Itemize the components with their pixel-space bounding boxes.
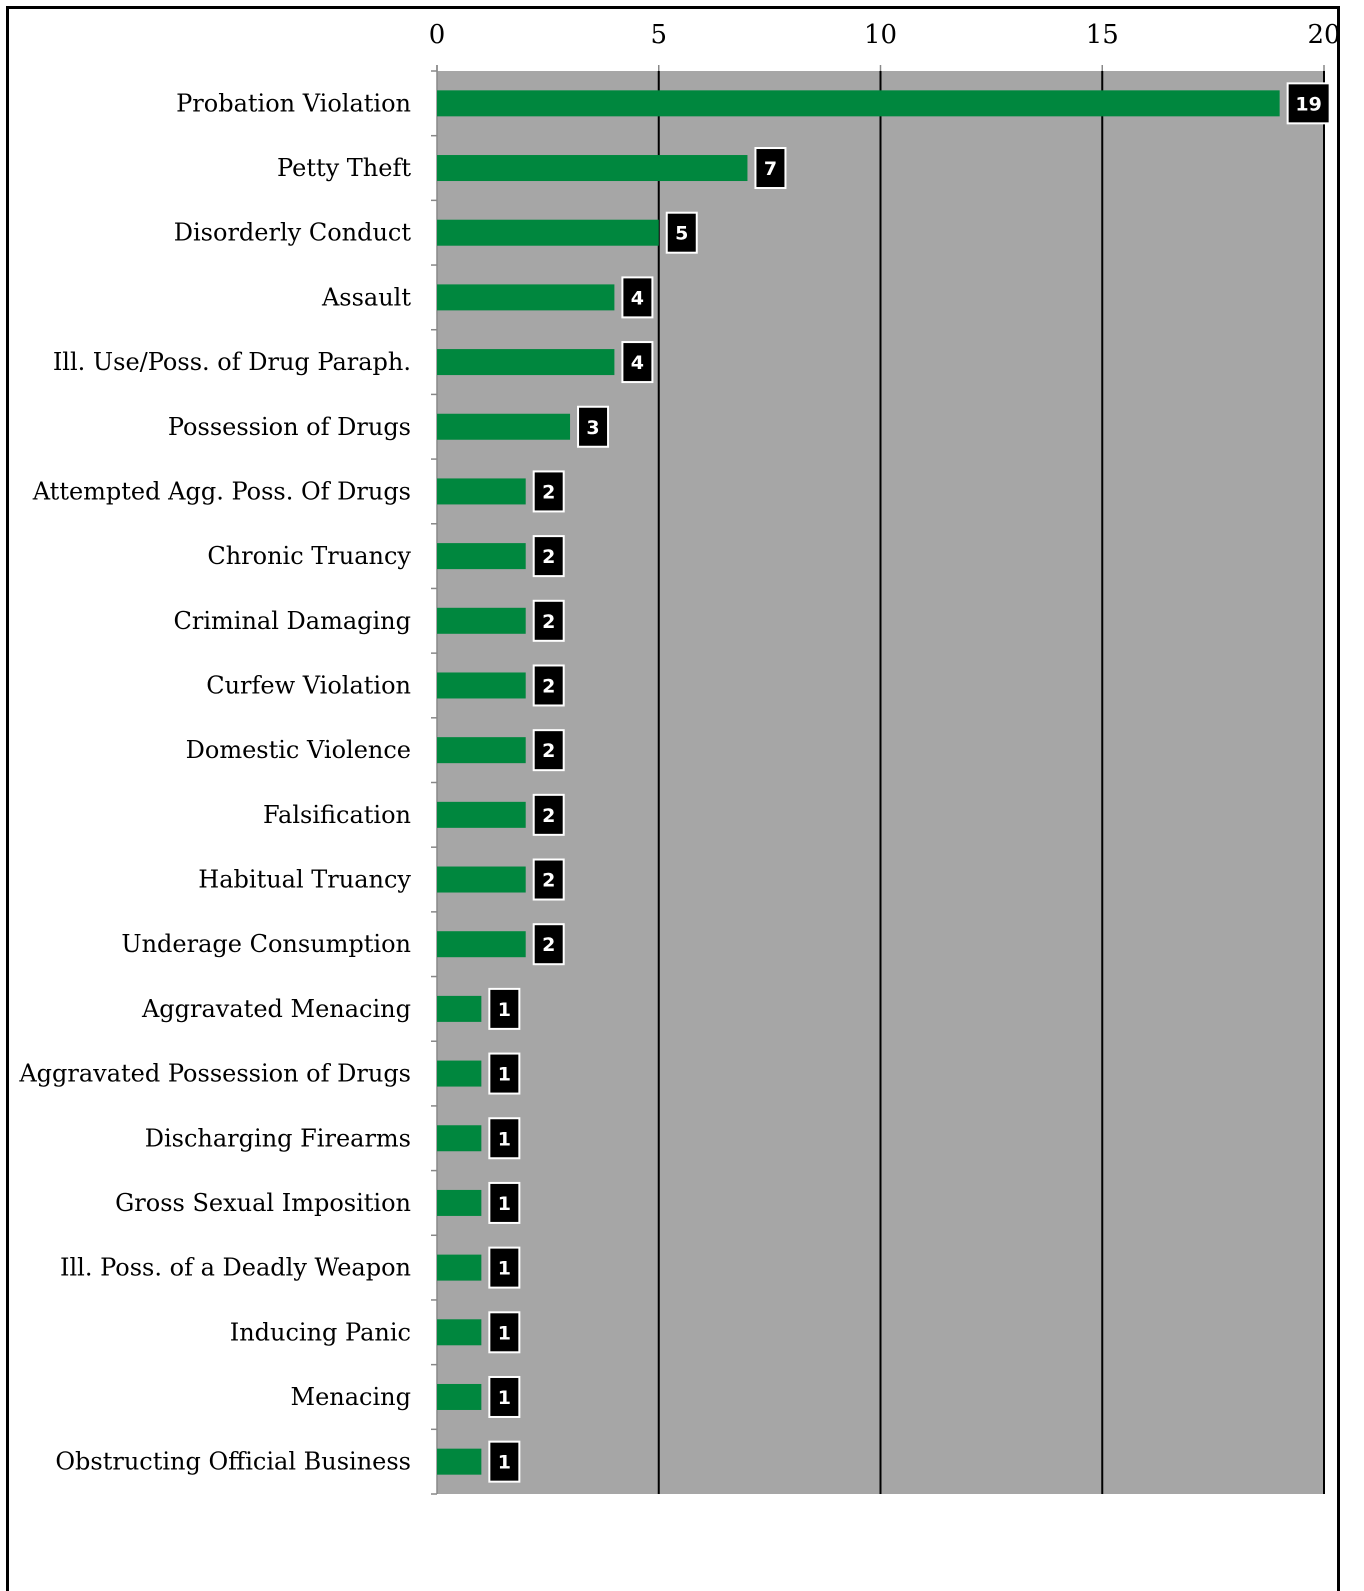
data-label: 2 (542, 870, 555, 892)
data-label: 1 (498, 1452, 511, 1474)
bar (437, 1125, 482, 1152)
data-label: 2 (542, 481, 555, 503)
bar (437, 801, 526, 828)
data-label-box (532, 923, 565, 966)
data-label-box (532, 729, 565, 772)
x-tick-label: 20 (1307, 20, 1340, 50)
data-label: 2 (542, 934, 555, 956)
category-label: Probation Violation (176, 89, 411, 117)
category-label: Curfew Violation (206, 671, 411, 699)
bar (437, 1319, 482, 1346)
data-label: 1 (498, 1387, 511, 1409)
category-label: Aggravated Menacing (141, 995, 411, 1023)
data-label: 1 (498, 1128, 511, 1150)
data-label-box (532, 599, 565, 642)
bar (437, 607, 526, 634)
category-label: Gross Sexual Imposition (115, 1189, 411, 1217)
x-tick-label: 10 (864, 20, 897, 50)
category-label: Obstructing Official Business (55, 1448, 411, 1476)
data-label-box (754, 147, 787, 190)
data-label-box (488, 1246, 521, 1289)
bar (437, 413, 571, 440)
data-label-box (488, 1311, 521, 1354)
bar (437, 737, 526, 764)
category-label: Underage Consumption (121, 930, 411, 958)
bar (437, 866, 526, 893)
bar (437, 672, 526, 699)
data-label: 2 (542, 611, 555, 633)
data-label: 1 (498, 1064, 511, 1086)
category-label: Attempted Agg. Poss. Of Drugs (32, 477, 411, 505)
data-label-box (488, 1052, 521, 1095)
data-label: 2 (542, 740, 555, 762)
data-label-box (621, 341, 654, 384)
x-tick-label: 0 (429, 20, 446, 50)
data-label: 4 (631, 352, 644, 374)
bar (437, 155, 748, 182)
category-label: Disorderly Conduct (174, 219, 412, 247)
data-label-box (488, 1375, 521, 1418)
bar (437, 543, 526, 570)
bar (437, 1060, 482, 1087)
data-label-box (577, 405, 610, 448)
data-label-box (532, 470, 565, 513)
x-tick-label: 5 (650, 20, 667, 50)
data-label-box (488, 987, 521, 1030)
bar (437, 90, 1280, 117)
data-label: 1 (498, 999, 511, 1021)
category-label: Criminal Damaging (174, 607, 412, 635)
category-label: Ill. Poss. of a Deadly Weapon (60, 1254, 411, 1282)
category-label: Assault (321, 283, 411, 311)
x-tick-label: 15 (1086, 20, 1119, 50)
bar (437, 1189, 482, 1216)
data-label: 4 (631, 287, 644, 309)
data-label-box (1286, 82, 1331, 125)
data-label-box (532, 664, 565, 707)
bar (437, 284, 615, 311)
bar (437, 1254, 482, 1281)
data-label: 2 (542, 805, 555, 827)
data-label: 2 (542, 675, 555, 697)
chart-frame (6, 6, 1340, 1591)
category-label: Habitual Truancy (198, 866, 411, 894)
data-label-box (488, 1181, 521, 1224)
data-label-box (532, 535, 565, 578)
category-label: Aggravated Possession of Drugs (18, 1060, 411, 1088)
category-label: Chronic Truancy (207, 542, 411, 570)
bar (437, 1448, 482, 1475)
bar (437, 931, 526, 958)
category-label: Discharging Firearms (145, 1124, 411, 1152)
data-label: 1 (498, 1258, 511, 1280)
bar (437, 349, 615, 376)
data-label: 1 (498, 1193, 511, 1215)
data-label: 7 (764, 158, 777, 180)
category-label: Ill. Use/Poss. of Drug Paraph. (53, 348, 411, 376)
bar (437, 219, 659, 246)
data-label-box (532, 793, 565, 836)
category-label: Possession of Drugs (168, 413, 411, 441)
data-label: 5 (675, 223, 688, 245)
data-label-box (532, 858, 565, 901)
data-label: 1 (498, 1322, 511, 1344)
bar (437, 1383, 482, 1410)
data-label-box (488, 1440, 521, 1483)
data-label: 3 (586, 417, 599, 439)
category-label: Domestic Violence (186, 736, 411, 764)
category-label: Petty Theft (277, 154, 411, 182)
category-label: Falsification (263, 801, 411, 829)
category-label: Menacing (291, 1383, 411, 1411)
data-label-box (621, 276, 654, 319)
data-label-box (665, 211, 698, 254)
data-label: 2 (542, 546, 555, 568)
bar (437, 478, 526, 505)
data-label-box (488, 1117, 521, 1160)
bar (437, 995, 482, 1022)
data-label: 19 (1295, 93, 1321, 115)
category-label: Inducing Panic (230, 1318, 411, 1346)
